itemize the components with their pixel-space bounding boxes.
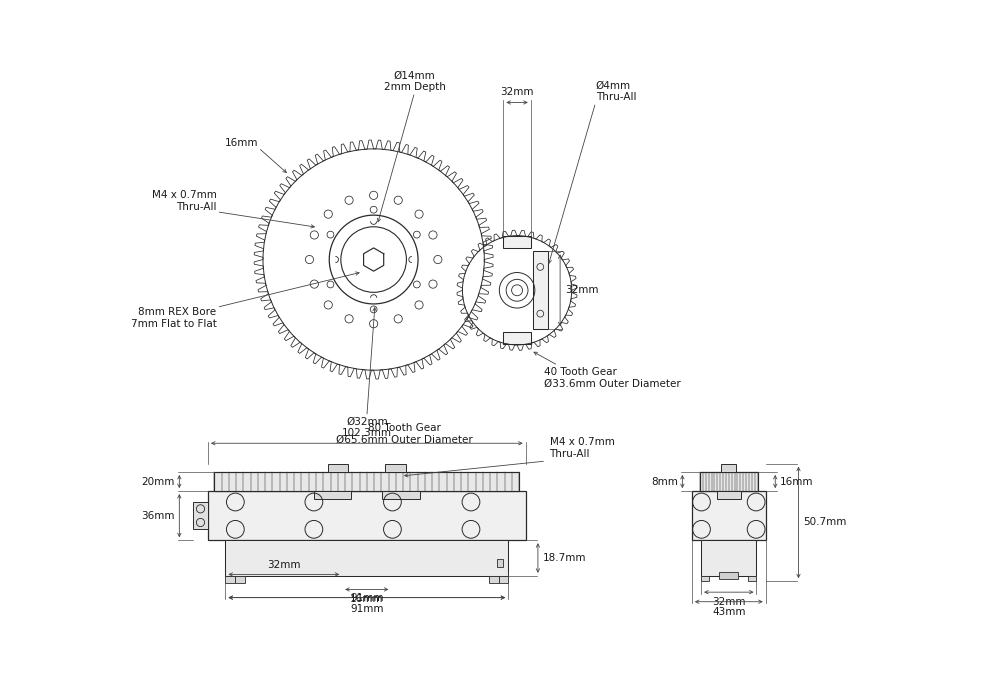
Bar xyxy=(489,576,499,583)
Text: 32mm: 32mm xyxy=(566,285,599,295)
Bar xyxy=(235,576,245,583)
Text: 91mm: 91mm xyxy=(350,604,384,615)
Text: Ø14mm
2mm Depth: Ø14mm 2mm Depth xyxy=(384,70,446,92)
Text: 102.3mm: 102.3mm xyxy=(342,428,392,438)
Bar xyxy=(748,576,756,581)
Bar xyxy=(503,332,531,344)
Bar xyxy=(193,502,208,529)
Bar xyxy=(701,576,709,581)
Bar xyxy=(721,464,736,472)
Text: 32mm: 32mm xyxy=(712,597,746,607)
Text: 40 Tooth Gear
Ø33.6mm Outer Diameter: 40 Tooth Gear Ø33.6mm Outer Diameter xyxy=(544,367,681,389)
Bar xyxy=(717,491,741,499)
Text: M4 x 0.7mm
Thru-All: M4 x 0.7mm Thru-All xyxy=(550,437,614,459)
Text: Ø32mm: Ø32mm xyxy=(346,417,388,427)
Bar xyxy=(214,472,519,491)
Text: 8mm REX Bore
7mm Flat to Flat: 8mm REX Bore 7mm Flat to Flat xyxy=(131,307,217,329)
Bar xyxy=(692,491,766,540)
Bar xyxy=(700,472,758,491)
Text: 32mm: 32mm xyxy=(267,560,301,570)
Text: 32mm: 32mm xyxy=(500,87,534,97)
Bar xyxy=(385,464,406,472)
Text: 18.7mm: 18.7mm xyxy=(543,553,586,563)
Bar xyxy=(225,540,508,576)
Text: M4 x 0.7mm
Thru-All: M4 x 0.7mm Thru-All xyxy=(152,190,217,212)
Bar xyxy=(499,576,508,583)
Bar xyxy=(503,236,531,248)
Bar xyxy=(533,251,548,329)
Text: 16mm: 16mm xyxy=(225,138,258,148)
Bar xyxy=(719,572,738,579)
Bar xyxy=(208,491,526,540)
Bar xyxy=(328,464,348,472)
Text: 16mm: 16mm xyxy=(779,477,813,486)
Bar xyxy=(701,540,756,576)
Text: 80 Tooth Gear
Ø65.6mm Outer Diameter: 80 Tooth Gear Ø65.6mm Outer Diameter xyxy=(336,423,473,445)
Text: 50.7mm: 50.7mm xyxy=(803,518,847,527)
Text: 36mm: 36mm xyxy=(141,511,175,520)
Bar xyxy=(225,576,235,583)
Bar xyxy=(497,559,503,568)
Text: 91mm: 91mm xyxy=(350,593,384,603)
Text: Ø4mm
Thru-All: Ø4mm Thru-All xyxy=(596,81,636,102)
Bar xyxy=(382,491,420,499)
Text: 8mm: 8mm xyxy=(651,477,678,486)
Text: 20mm: 20mm xyxy=(141,477,175,486)
Bar xyxy=(314,491,351,499)
Text: 43mm: 43mm xyxy=(712,607,746,617)
Text: 16mm: 16mm xyxy=(350,594,384,604)
